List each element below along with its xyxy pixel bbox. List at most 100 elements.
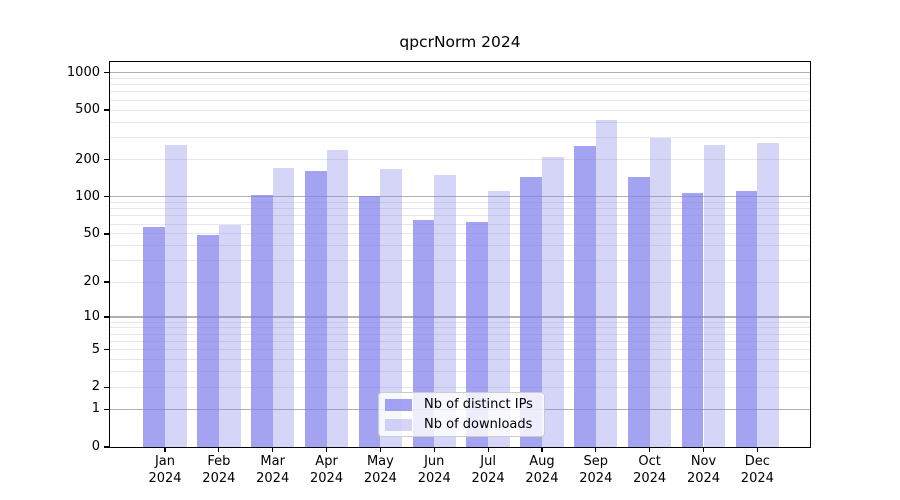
y-tick-label: 2	[91, 379, 100, 395]
bar-distinct-ips	[681, 193, 704, 447]
minor-gridline	[110, 109, 810, 111]
plot-area: Nb of distinct IPs Nb of downloads	[109, 61, 811, 448]
x-tick-label: Sep 2024	[568, 454, 624, 487]
x-tick-month: Jul	[480, 454, 496, 469]
x-tick-year: 2024	[471, 470, 505, 486]
x-tickmark	[756, 447, 758, 452]
x-tick-label: Jul 2024	[460, 454, 516, 487]
x-tick-label: Jan 2024	[137, 454, 193, 487]
minor-gridline	[110, 233, 810, 235]
y-tick-label: 5	[91, 341, 100, 357]
bar-downloads	[165, 144, 187, 447]
minor-gridline	[110, 159, 810, 161]
y-tick-label: 20	[83, 274, 100, 289]
minor-gridline	[110, 341, 810, 343]
x-tick-label: Nov 2024	[676, 454, 732, 487]
major-gridline	[110, 196, 810, 198]
x-tick-label: Feb 2024	[191, 454, 247, 487]
minor-gridline	[110, 121, 810, 123]
minor-gridline	[110, 77, 810, 79]
y-tickmark	[104, 158, 109, 161]
legend-label-downloads: Nb of downloads	[424, 417, 533, 432]
chart-title: qpcrNorm 2024	[399, 33, 521, 51]
minor-gridline	[110, 349, 810, 351]
x-tick-year: 2024	[579, 470, 613, 486]
x-tick-month: Nov	[690, 454, 717, 469]
x-tick-year: 2024	[740, 470, 774, 486]
bar-distinct-ips	[466, 222, 489, 447]
minor-gridline	[110, 245, 810, 247]
minor-gridline	[110, 84, 810, 86]
grid-layer	[110, 62, 810, 447]
minor-gridline	[110, 321, 810, 323]
x-tick-year: 2024	[686, 470, 721, 486]
x-tick-month: May	[366, 454, 394, 469]
x-tickmark	[218, 447, 220, 452]
minor-gridline	[110, 281, 810, 283]
minor-gridline	[110, 386, 810, 388]
y-tick-label: 500	[75, 102, 100, 118]
bar-distinct-ips	[143, 226, 165, 447]
bar-downloads	[326, 149, 349, 447]
x-tickmark	[541, 447, 543, 452]
y-tick-label: 0	[91, 439, 100, 454]
minor-gridline	[110, 99, 810, 101]
bar-distinct-ips	[574, 145, 596, 447]
bar-distinct-ips	[735, 191, 758, 447]
bar-distinct-ips	[304, 170, 327, 447]
bar-downloads	[488, 191, 510, 447]
x-tickmark	[702, 447, 705, 452]
x-tick-month: Jan	[154, 454, 176, 469]
x-tickmark	[487, 447, 489, 452]
x-tick-month: Aug	[529, 454, 555, 469]
y-tickmark	[104, 281, 109, 283]
minor-gridline	[110, 215, 810, 217]
y-tickmark	[104, 349, 109, 351]
x-tick-label: May 2024	[352, 454, 408, 487]
bar-downloads	[218, 225, 241, 447]
minor-gridline	[110, 223, 810, 225]
legend-swatch-downloads	[385, 418, 412, 431]
bar-distinct-ips	[251, 194, 273, 447]
minor-gridline	[110, 260, 810, 262]
bar-downloads	[649, 138, 672, 447]
bar-downloads	[541, 157, 564, 447]
y-tickmark	[104, 408, 109, 411]
minor-gridline	[110, 359, 810, 361]
x-tick-year: 2024	[525, 470, 559, 486]
y-tick-label: 50	[83, 225, 100, 241]
major-gridline	[110, 71, 810, 74]
x-tick-year: 2024	[202, 470, 236, 486]
bar-downloads	[272, 168, 295, 447]
x-tick-month: Feb	[207, 454, 231, 469]
bar-downloads	[434, 175, 456, 447]
legend-item-downloads: Nb of downloads	[385, 417, 544, 432]
x-tick-year: 2024	[256, 470, 290, 486]
bar-distinct-ips	[412, 219, 435, 447]
x-tick-month: Sep	[583, 454, 609, 469]
minor-gridline	[110, 327, 810, 329]
y-tick-label: 1	[91, 401, 100, 417]
minor-gridline	[110, 202, 810, 204]
minor-gridline	[110, 137, 810, 139]
bar-distinct-ips	[358, 195, 381, 447]
minor-gridline	[110, 91, 810, 93]
bar-downloads	[703, 145, 726, 447]
x-tick-label: Apr 2024	[299, 454, 355, 487]
x-tick-year: 2024	[417, 470, 451, 486]
x-tickmark	[595, 447, 597, 452]
bar-distinct-ips	[627, 177, 650, 447]
y-tick-label: 100	[75, 188, 100, 204]
minor-gridline	[110, 208, 810, 210]
x-tick-year: 2024	[633, 470, 667, 486]
x-tickmark	[649, 447, 651, 452]
bar-distinct-ips	[197, 235, 219, 447]
y-tickmark	[104, 109, 109, 111]
y-tickmark	[104, 71, 109, 74]
y-tickmark	[104, 316, 109, 318]
x-tick-label: Jun 2024	[406, 454, 462, 487]
x-tick-year: 2024	[148, 470, 182, 486]
bar-distinct-ips	[520, 177, 542, 447]
x-tickmark	[325, 447, 328, 452]
